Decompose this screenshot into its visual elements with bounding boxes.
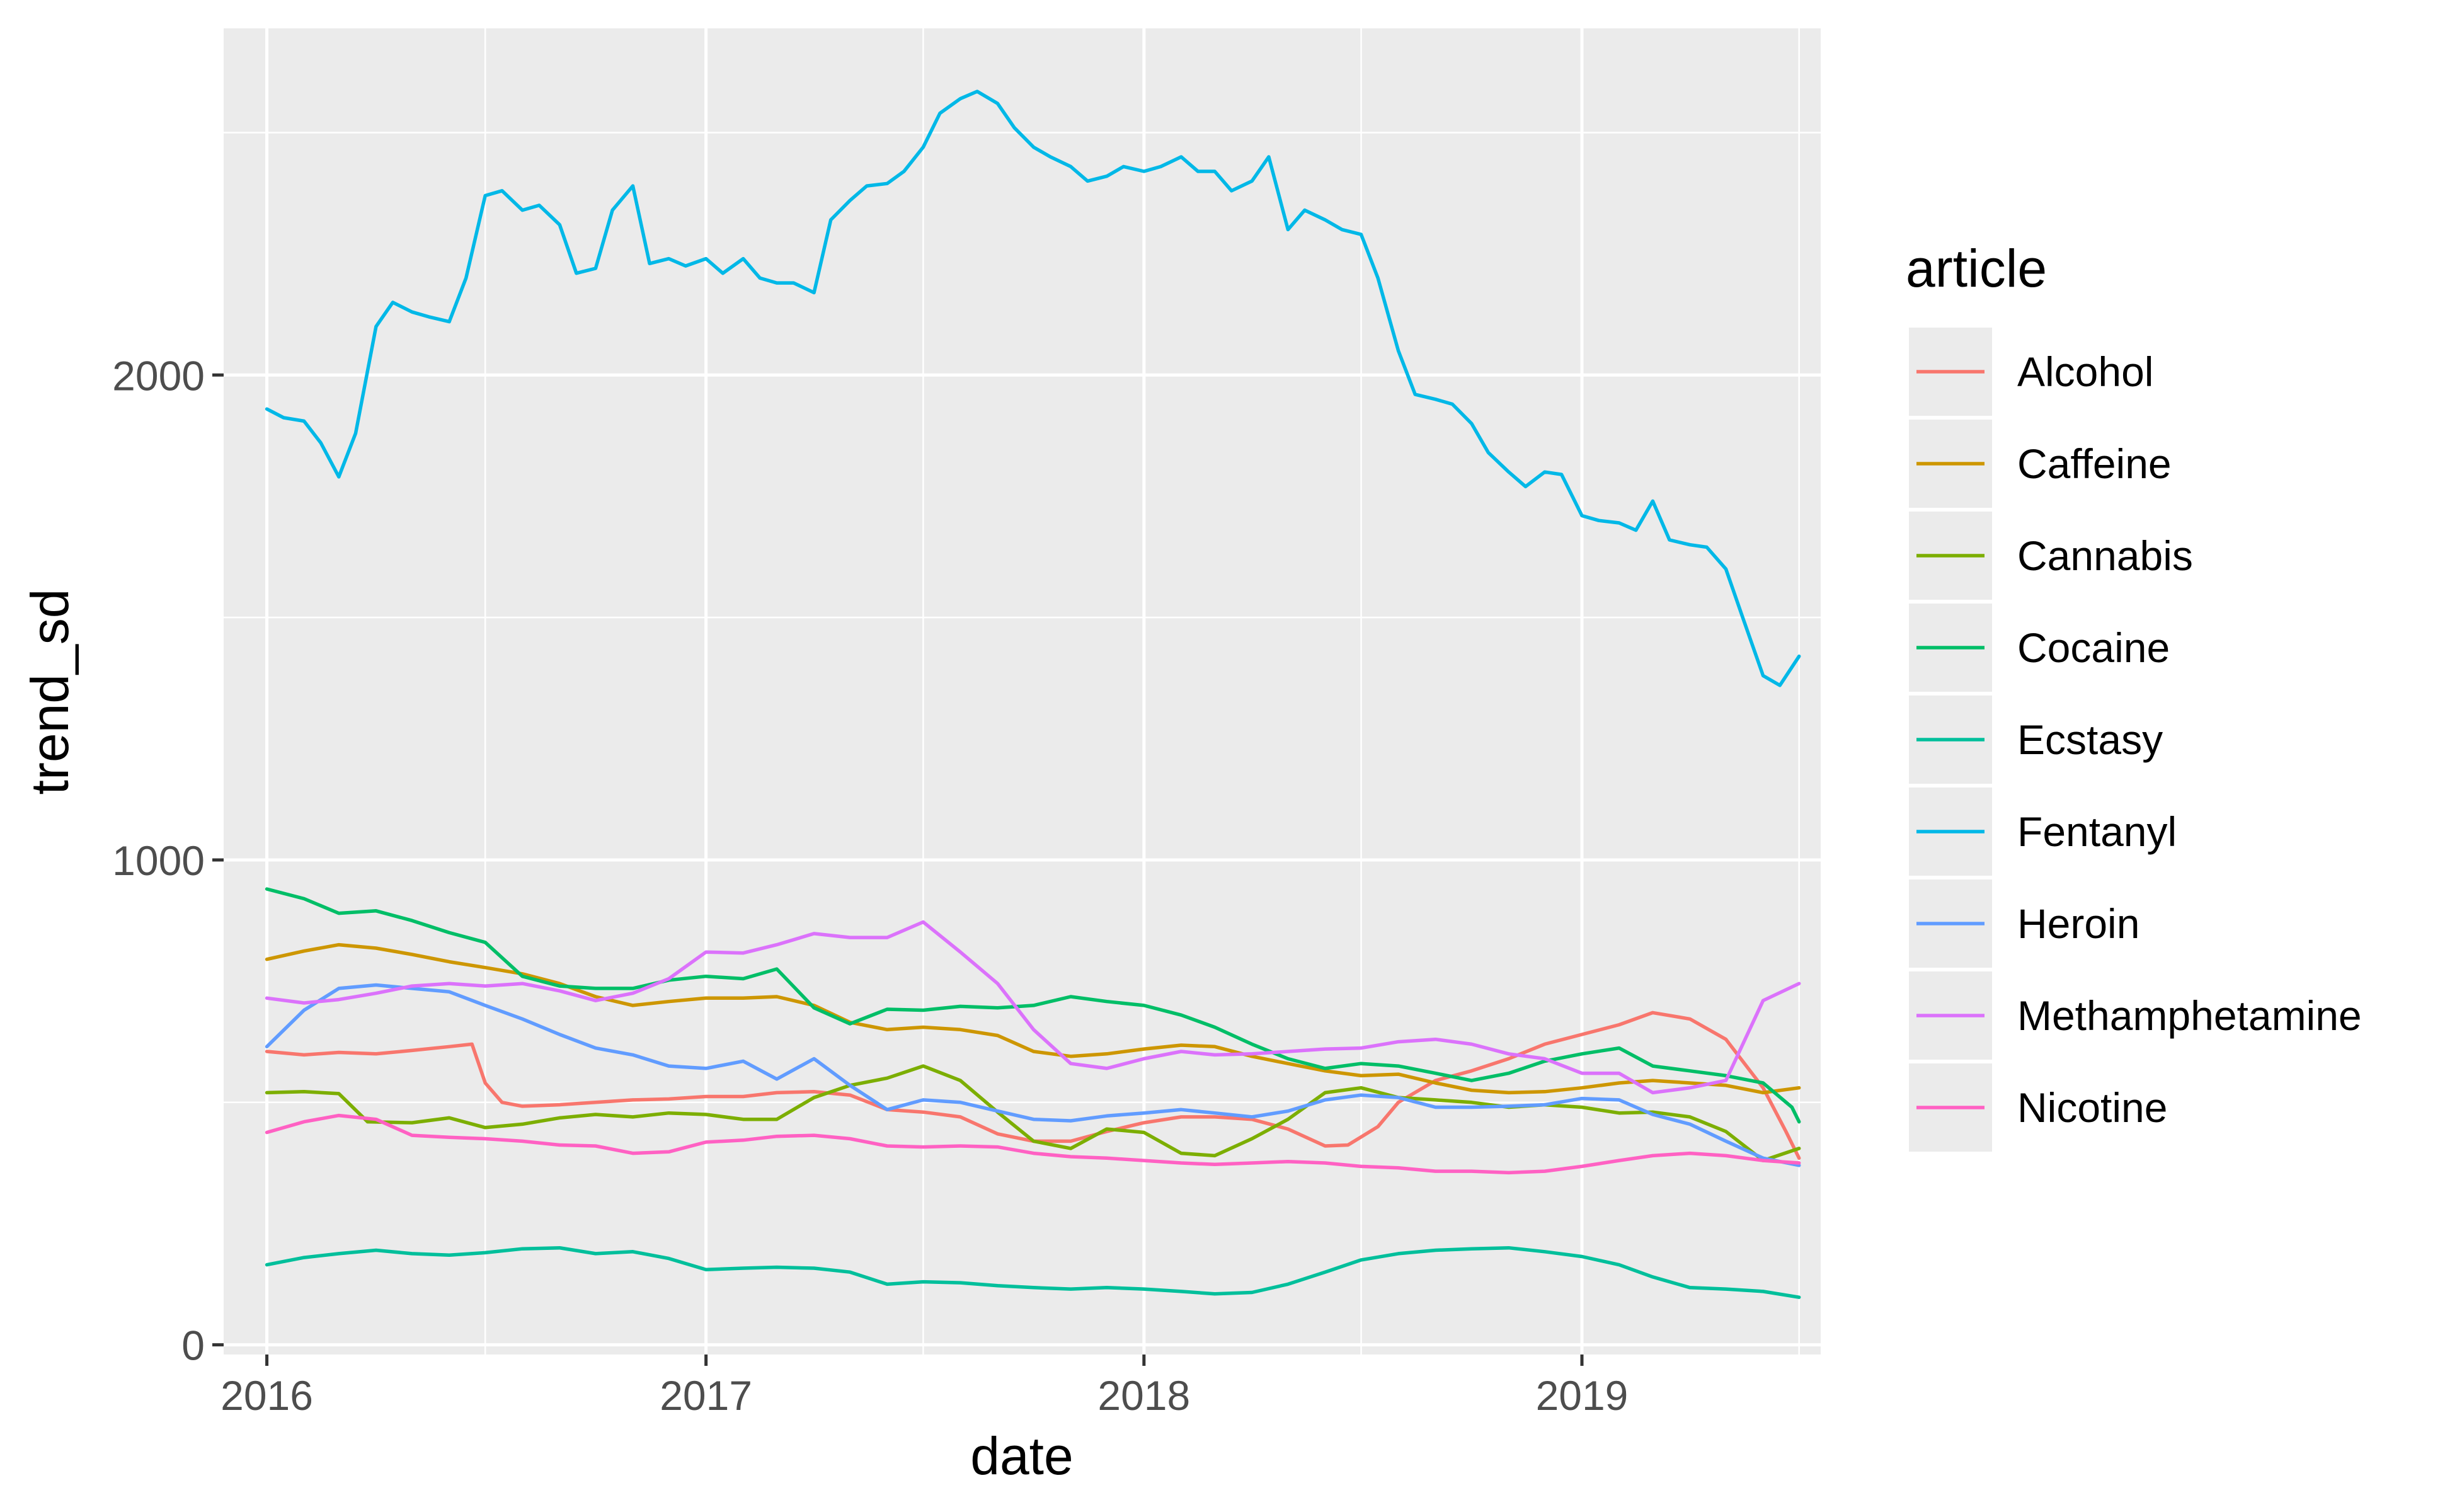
legend-label: Cocaine <box>2017 624 2170 671</box>
legend-label: Ecstasy <box>2017 716 2163 763</box>
minor-gridlines <box>224 28 1821 1354</box>
y-tick-label: 0 <box>181 1322 205 1369</box>
series-line-cocaine <box>265 887 1801 1124</box>
x-axis-label: date <box>970 1426 1074 1486</box>
legend-title: article <box>1906 239 2047 298</box>
x-tick-label: 2017 <box>660 1372 752 1419</box>
series-lines <box>265 89 1801 1299</box>
y-axis-label: trend_sd <box>20 589 79 795</box>
legend-label: Methamphetamine <box>2017 992 2362 1039</box>
series-line-caffeine <box>265 942 1801 1095</box>
legend-label: Nicotine <box>2017 1084 2167 1131</box>
x-tick-label: 2019 <box>1536 1372 1629 1419</box>
x-tick-label: 2018 <box>1097 1372 1190 1419</box>
y-axis: 0 1000 2000 <box>112 352 224 1369</box>
y-tick-label: 1000 <box>112 837 205 884</box>
legend-label: Heroin <box>2017 900 2139 947</box>
legend-label: Fentanyl <box>2017 808 2177 855</box>
series-line-fentanyl <box>265 89 1801 687</box>
series-line-heroin <box>265 983 1801 1167</box>
x-tick-label: 2016 <box>220 1372 313 1419</box>
legend: article Alcohol Caffeine Cannabis Cocaine Ec… <box>1906 239 2362 1152</box>
legend-label: Alcohol <box>2017 348 2153 395</box>
y-tick-label: 2000 <box>112 352 205 399</box>
series-line-nicotine <box>265 1113 1801 1175</box>
series-line-ecstasy <box>265 1246 1801 1299</box>
series-line-methamphetamine <box>265 920 1801 1095</box>
legend-label: Caffeine <box>2017 440 2172 487</box>
x-axis: 2016 2017 2018 2019 <box>220 1354 1628 1419</box>
legend-label: Cannabis <box>2017 532 2193 579</box>
